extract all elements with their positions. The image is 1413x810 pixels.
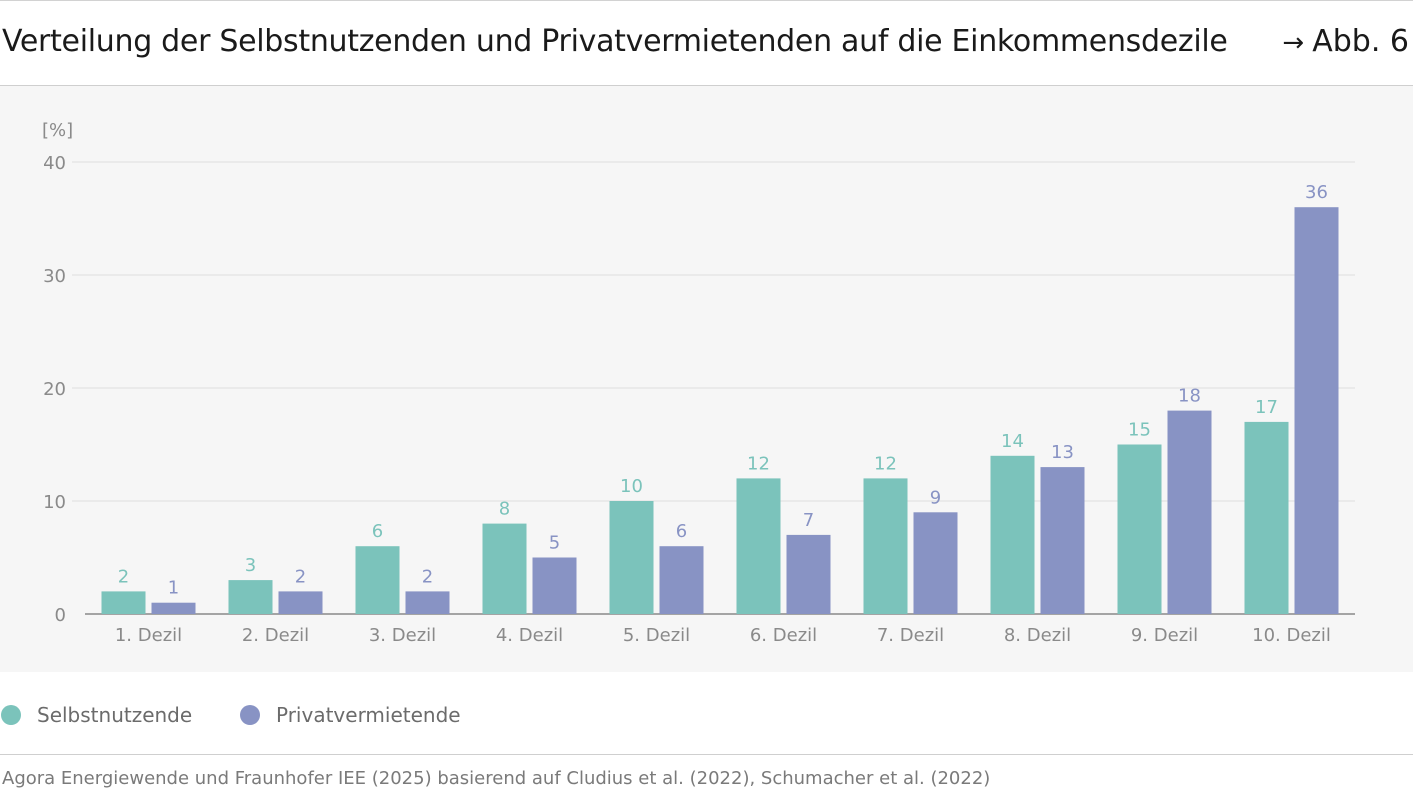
y-tick-label: 40: [43, 153, 66, 174]
data-label-privatvermietende: 2: [295, 566, 306, 587]
bar-privatvermietende: [1040, 467, 1085, 614]
bar-privatvermietende: [913, 512, 958, 614]
data-label-selbstnutzende: 17: [1255, 397, 1278, 418]
legend-item-selbstnutzende: Selbstnutzende: [1, 698, 192, 732]
x-tick-label: 7. Dezil: [877, 625, 944, 646]
legend-swatch-selbstnutzende: [1, 705, 21, 725]
data-label-selbstnutzende: 12: [874, 453, 897, 474]
bar-privatvermietende: [1167, 410, 1212, 614]
data-label-privatvermietende: 5: [549, 533, 560, 554]
plot-area: [%] 0 10 20 30 40 2 1 1. Dezil 3 2 2. Dezil 6 2 3. Dez…: [0, 86, 1413, 672]
x-tick-label: 2. Dezil: [242, 625, 309, 646]
data-label-selbstnutzende: 14: [1001, 431, 1024, 452]
bar-selbstnutzende: [736, 478, 781, 614]
bar-privatvermietende: [278, 591, 323, 614]
data-label-selbstnutzende: 12: [747, 453, 770, 474]
bar-privatvermietende: [151, 602, 196, 614]
bar-selbstnutzende: [1117, 444, 1162, 614]
bar-selbstnutzende: [863, 478, 908, 614]
data-label-selbstnutzende: 10: [620, 476, 643, 497]
top-divider: [0, 0, 1413, 1]
y-axis-label: [%]: [42, 120, 73, 141]
figure-reference-label: Abb. 6: [1312, 24, 1409, 59]
y-tick-label: 10: [43, 492, 66, 513]
y-tick-label: 30: [43, 266, 66, 287]
x-tick-label: 3. Dezil: [369, 625, 436, 646]
header-divider: [0, 85, 1413, 86]
bar-privatvermietende: [1294, 207, 1339, 614]
bar-chart: [%] 0 10 20 30 40 2 1 1. Dezil 3 2 2. Dezil 6 2 3. Dez…: [42, 120, 1355, 646]
x-tick-label: 5. Dezil: [623, 625, 690, 646]
data-label-selbstnutzende: 6: [372, 521, 383, 542]
x-tick-label: 8. Dezil: [1004, 625, 1071, 646]
data-label-privatvermietende: 36: [1305, 182, 1328, 203]
data-label-privatvermietende: 2: [422, 566, 433, 587]
x-tick-label: 10. Dezil: [1252, 625, 1331, 646]
x-tick-label: 9. Dezil: [1131, 625, 1198, 646]
bar-privatvermietende: [405, 591, 450, 614]
bar-selbstnutzende: [355, 546, 400, 614]
footer-divider: [0, 754, 1413, 755]
y-tick-label: 0: [55, 605, 66, 626]
data-label-selbstnutzende: 8: [499, 499, 510, 520]
bar-privatvermietende: [532, 557, 577, 614]
legend-label-privatvermietende: Privatvermietende: [276, 703, 461, 727]
data-label-selbstnutzende: 2: [118, 566, 129, 587]
bar-selbstnutzende: [101, 591, 146, 614]
arrow-right-icon: →: [1282, 28, 1305, 58]
x-tick-label: 4. Dezil: [496, 625, 563, 646]
bar-selbstnutzende: [990, 455, 1035, 614]
legend-label-selbstnutzende: Selbstnutzende: [37, 703, 193, 727]
chart-legend: Selbstnutzende Privatvermietende: [0, 698, 1413, 732]
y-tick-label: 20: [43, 379, 66, 400]
x-tick-label: 1. Dezil: [115, 625, 182, 646]
figure-header: Verteilung der Selbstnutzenden und Priva…: [0, 14, 1413, 74]
x-tick-label: 6. Dezil: [750, 625, 817, 646]
legend-swatch-privatvermietende: [240, 705, 260, 725]
legend-item-privatvermietende: Privatvermietende: [240, 698, 461, 732]
data-label-selbstnutzende: 15: [1128, 420, 1151, 441]
data-label-privatvermietende: 13: [1051, 442, 1074, 463]
data-label-privatvermietende: 6: [676, 521, 687, 542]
data-label-privatvermietende: 18: [1178, 386, 1201, 407]
bar-selbstnutzende: [228, 580, 273, 614]
source-note: Agora Energiewende und Fraunhofer IEE (2…: [2, 768, 991, 789]
bar-privatvermietende: [786, 534, 831, 614]
bar-selbstnutzende: [482, 523, 527, 614]
data-label-privatvermietende: 7: [803, 510, 814, 531]
bar-selbstnutzende: [609, 501, 654, 614]
chart-title: Verteilung der Selbstnutzenden und Priva…: [2, 24, 1228, 59]
bar-selbstnutzende: [1244, 421, 1289, 614]
figure-reference[interactable]: → Abb. 6: [1282, 24, 1409, 59]
data-label-selbstnutzende: 3: [245, 555, 256, 576]
data-label-privatvermietende: 9: [930, 487, 941, 508]
data-label-privatvermietende: 1: [168, 578, 179, 599]
bar-privatvermietende: [659, 546, 704, 614]
